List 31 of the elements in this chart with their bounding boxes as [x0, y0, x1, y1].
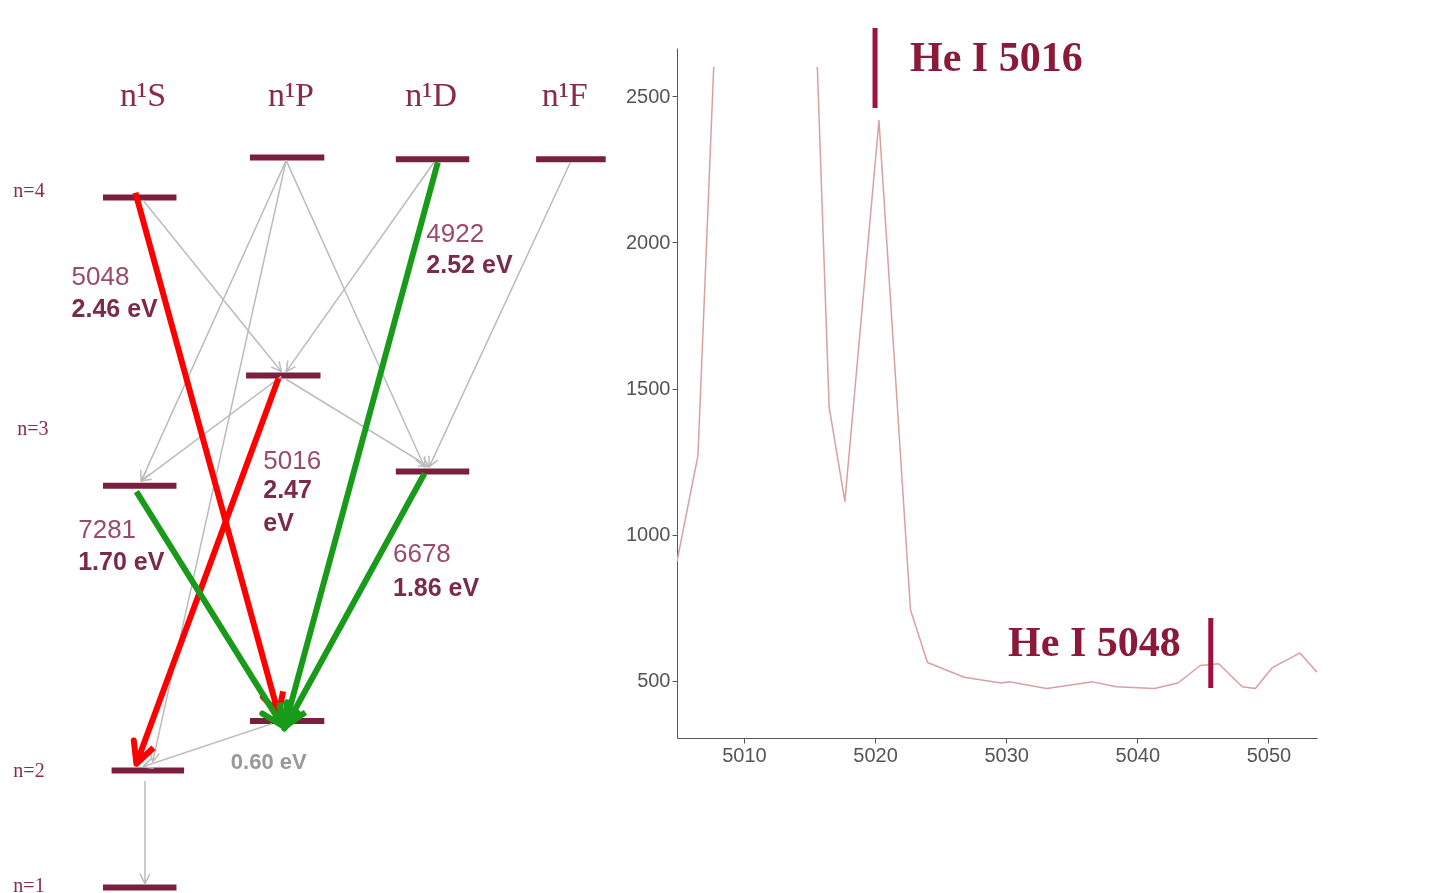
- text: n¹P: [267, 75, 314, 113]
- text: 7281: [78, 513, 137, 544]
- text: n=2: [13, 759, 45, 782]
- y-tick-label: 500: [637, 669, 671, 692]
- ref-line-label: He I 5048: [1008, 619, 1181, 665]
- text: 6678: [392, 538, 451, 569]
- y-tick-label: 1000: [626, 523, 671, 546]
- text: n¹F: [541, 75, 588, 113]
- text: 4922: [426, 217, 485, 248]
- text: 1.70 eV: [78, 547, 165, 575]
- x-tick-label: 5020: [853, 743, 898, 766]
- x-tick-label: 5010: [722, 743, 767, 766]
- text: 2.46 eV: [71, 293, 159, 322]
- text: n=3: [17, 416, 49, 439]
- y-tick-label: 2000: [626, 230, 671, 253]
- x-tick-label: 5030: [984, 743, 1029, 766]
- ref-line-label: He I 5016: [910, 34, 1083, 80]
- text: n=1: [13, 873, 45, 893]
- x-tick-label: 5040: [1115, 743, 1161, 766]
- text: n=4: [13, 178, 45, 201]
- text: 0.60 eV: [230, 748, 307, 774]
- x-tick-label: 5050: [1246, 743, 1292, 766]
- y-tick-label: 1500: [626, 377, 671, 400]
- text: 5048: [71, 261, 130, 292]
- text: n¹D: [405, 75, 458, 113]
- text: 2.52 eV: [426, 250, 513, 279]
- y-tick-label: 2500: [626, 84, 671, 107]
- text: 1.86 eV: [392, 572, 480, 601]
- text: 2.47 eV: [263, 475, 312, 537]
- text: 5016: [263, 445, 322, 476]
- text: n¹S: [120, 75, 167, 113]
